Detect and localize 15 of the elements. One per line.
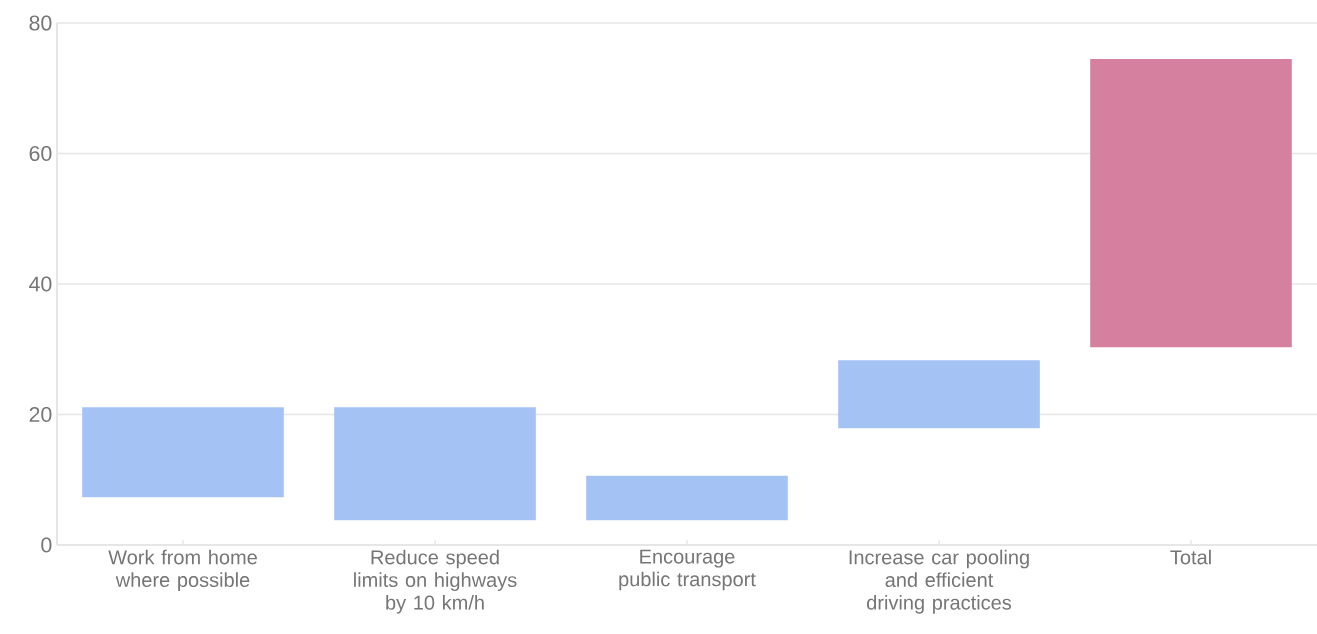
bar (838, 360, 1040, 429)
x-tick-label: Reduce speed limits on highways by 10 km/h (354, 549, 517, 614)
y-tick-label: 60 (29, 145, 52, 162)
bar (1090, 58, 1292, 348)
bar (82, 407, 284, 498)
bar (334, 407, 536, 521)
y-tick-label: 40 (29, 276, 52, 292)
x-tick-label: Total (1170, 549, 1211, 565)
x-tick-label: Work from home where possible (108, 549, 257, 591)
y-tick-label: 0 (41, 537, 52, 553)
y-tick-label: 80 (29, 15, 52, 31)
bar (586, 475, 788, 521)
x-tick-label: Increase car pooling and efficient driving practices (849, 549, 1029, 614)
y-tick-label: 20 (29, 406, 52, 423)
x-tick-label: Encourage public transport (619, 549, 756, 591)
